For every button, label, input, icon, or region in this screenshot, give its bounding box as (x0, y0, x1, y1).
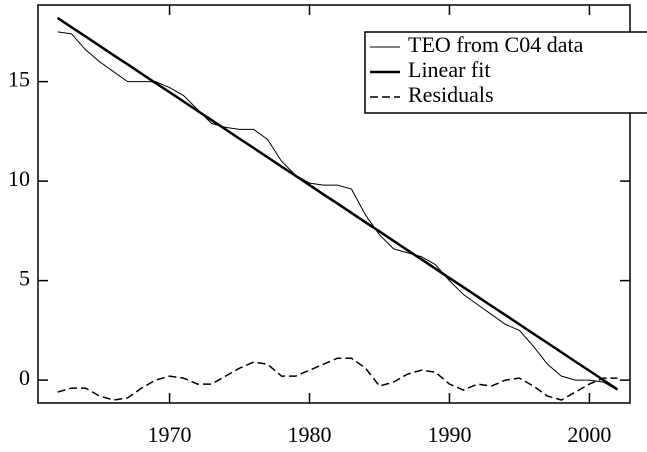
series-line (57, 31, 618, 391)
series-line (57, 357, 618, 401)
legend-label: TEO from C04 data (408, 32, 584, 57)
legend-box (364, 31, 647, 114)
y-tick-label: 0 (19, 365, 30, 390)
x-tick-label: 1990 (427, 422, 471, 447)
x-tick-label: 1980 (288, 422, 332, 447)
series-line (56, 16, 619, 391)
y-tick-label: 10 (8, 166, 30, 191)
y-tick-label: 5 (19, 266, 30, 291)
x-tick-label: 1970 (148, 422, 192, 447)
x-tick-label: 2000 (567, 422, 611, 447)
legend-label: Linear fit (408, 57, 490, 82)
y-tick-label: 15 (8, 67, 30, 92)
legend-label: Residuals (408, 82, 494, 107)
plot-frame (37, 4, 631, 404)
